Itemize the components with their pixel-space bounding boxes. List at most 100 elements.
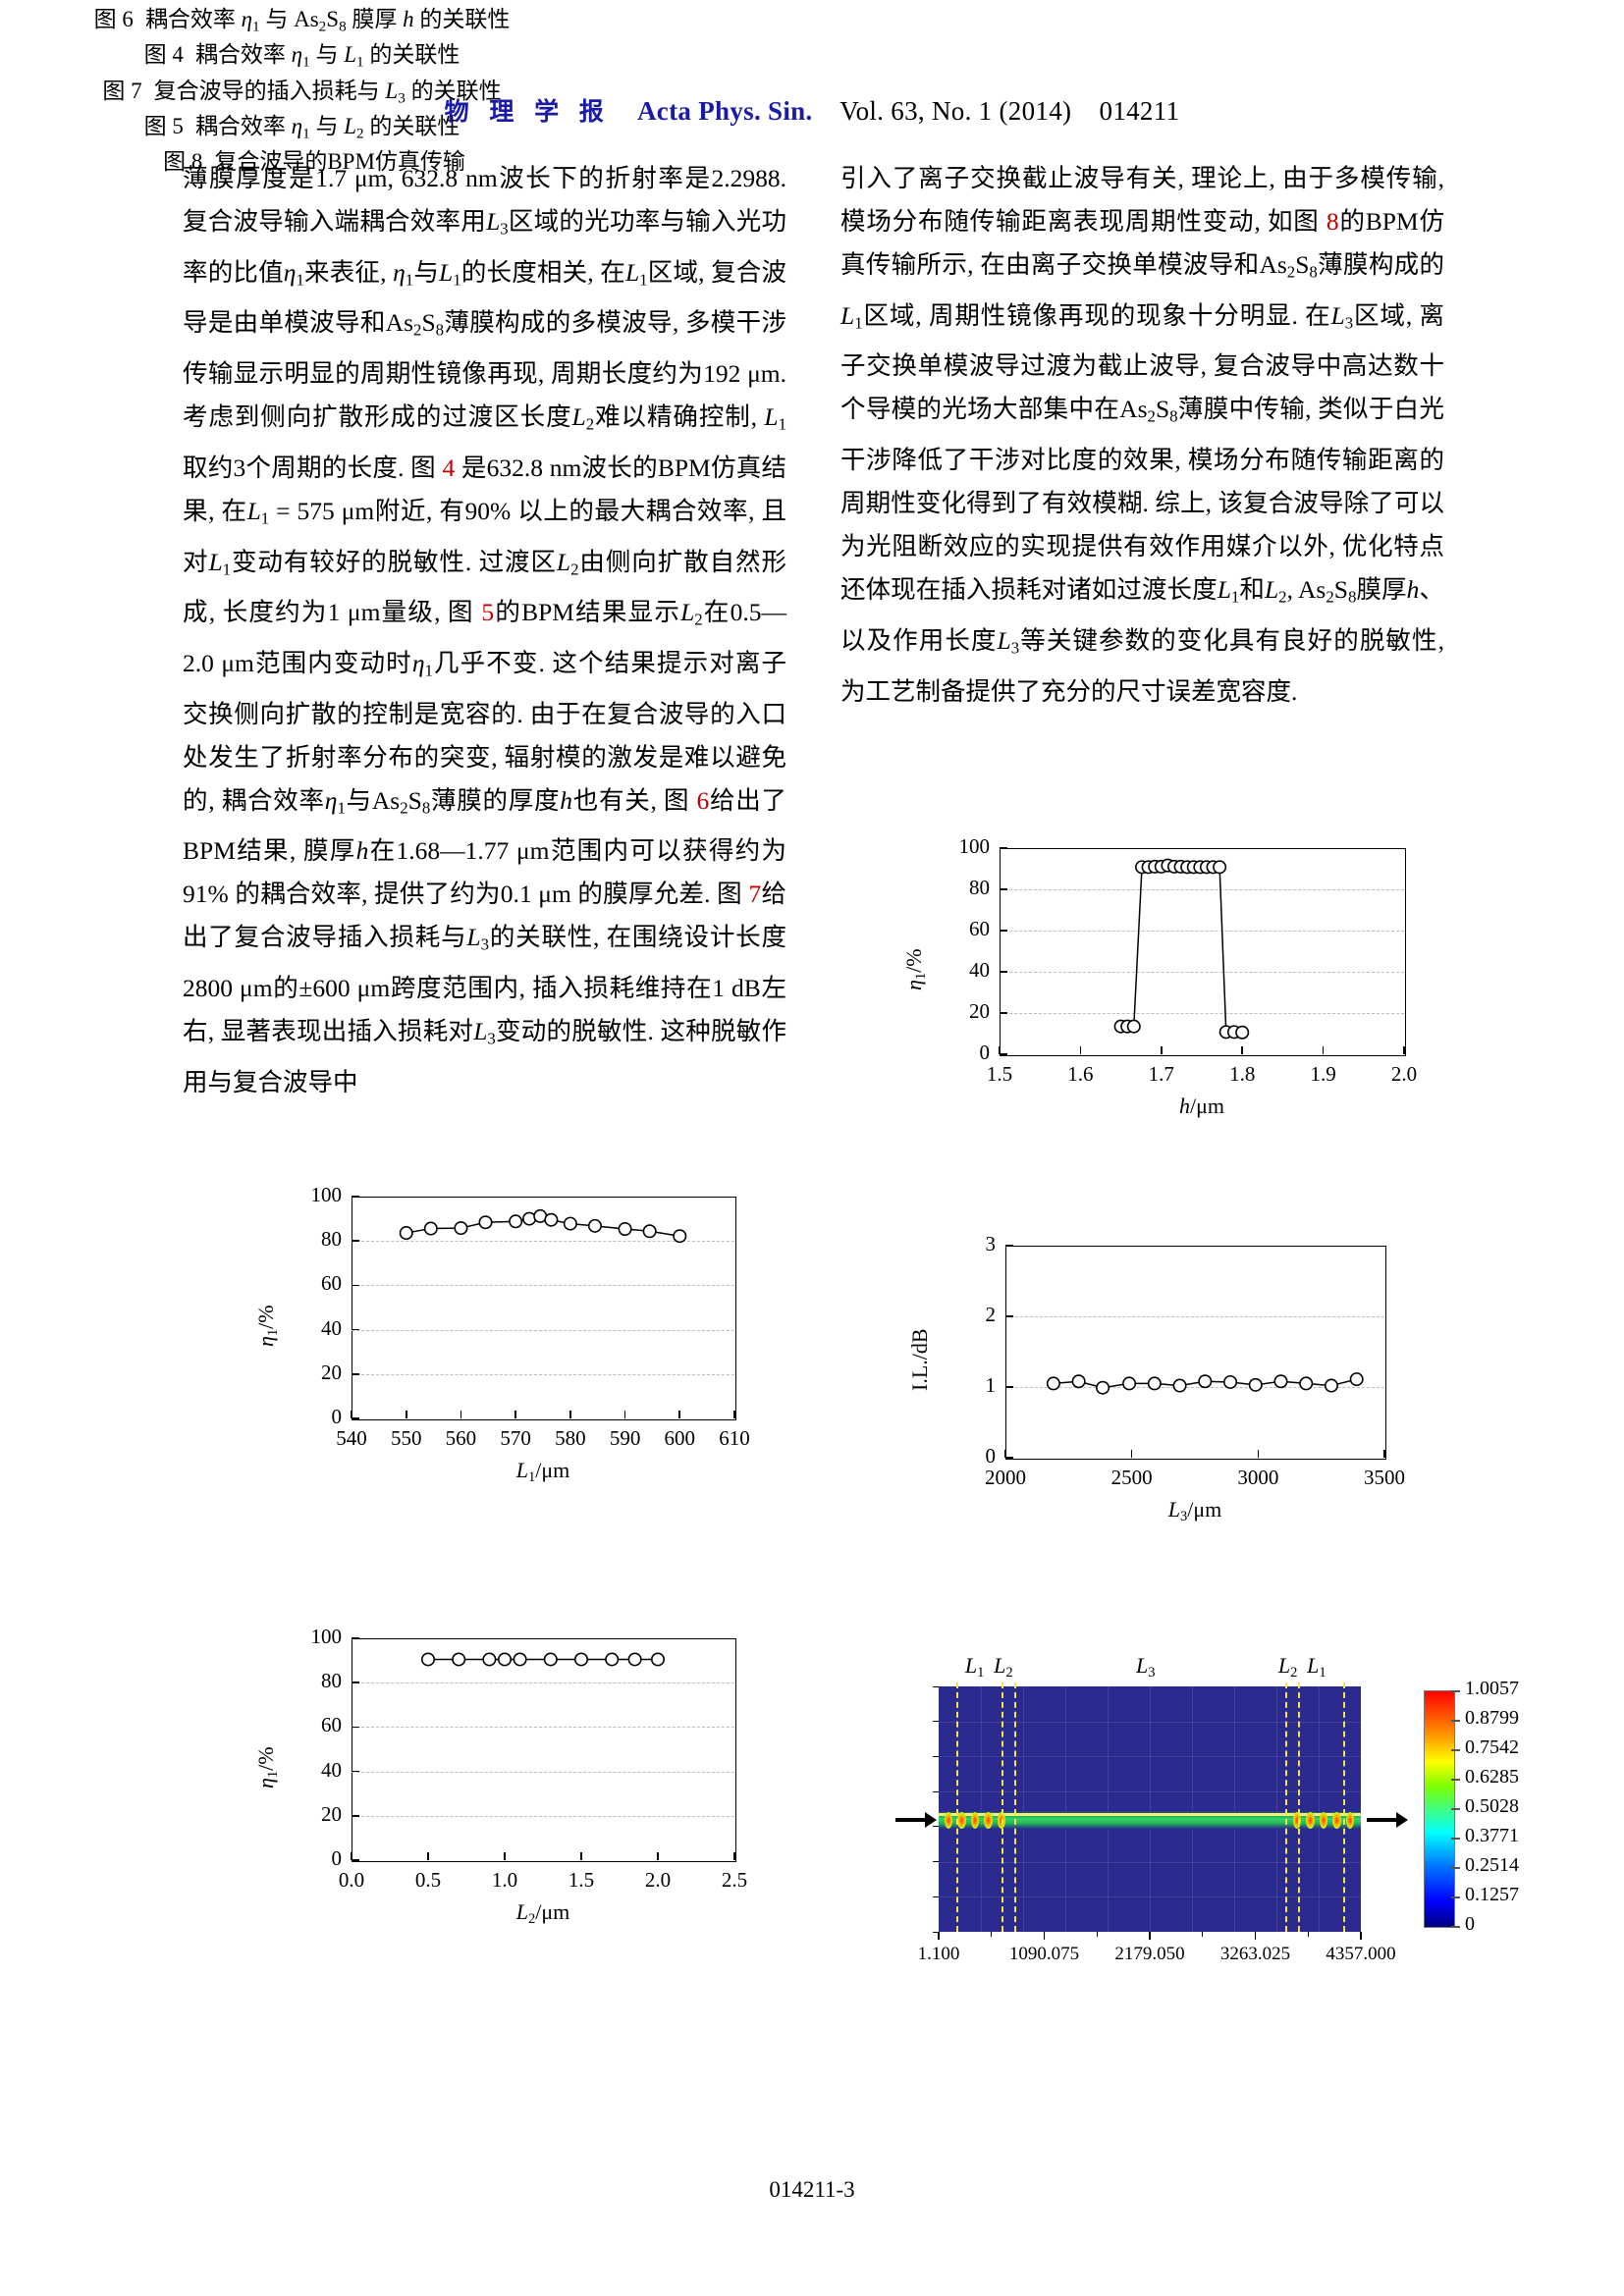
figure-8-colorbar-label: 0.2514 <box>1465 1854 1519 1876</box>
plot-fig4-y-tick <box>352 1373 359 1375</box>
figure-8-colorbar-tick <box>1451 1808 1460 1810</box>
figure-8-grid-line <box>1234 1686 1235 1932</box>
plot-fig7-x-tick <box>1130 1450 1133 1458</box>
figure-8-colorbar-tick <box>1451 1896 1460 1898</box>
plot-fig4-x-tick <box>405 1411 407 1418</box>
figure-4-caption: 图 4 耦合效率 η1 与 L1 的关联性 <box>0 35 604 71</box>
figure-8-colorbar-label: 0.8799 <box>1465 1707 1519 1729</box>
plot-fig4-x-tick <box>460 1411 462 1418</box>
plot-fig6-x-tick <box>1241 1046 1243 1054</box>
figure-8-grid-line <box>939 1791 1361 1793</box>
figure-8-label: 图 8 <box>163 149 203 174</box>
figure-8-region-boundary <box>1013 1682 1016 1932</box>
plot-fig5-y-tick-label: 80 <box>321 1669 342 1693</box>
plot-fig4-gridline <box>352 1285 734 1287</box>
plot-fig4-x-tick-label: 590 <box>609 1426 641 1450</box>
figure-8-region-boundary <box>1342 1682 1345 1932</box>
plot-fig7-series <box>1046 1372 1364 1395</box>
plot-fig6-x-tick-label: 1.6 <box>1067 1062 1094 1086</box>
plot-fig4-gridline <box>352 1373 734 1375</box>
plot-fig4-x-tick-label: 580 <box>555 1426 586 1450</box>
plot-fig5-x-tick <box>657 1852 659 1860</box>
plot-fig4-y-tick-label: 100 <box>310 1183 343 1206</box>
plot-fig5-gridline <box>352 1771 734 1773</box>
plot-fig6-x-axis-title: h/μm <box>1178 1094 1225 1118</box>
figure-8-colorbar-tick <box>1451 1926 1460 1928</box>
figure-8-grid-line <box>1192 1686 1193 1932</box>
figure-8-grid-line <box>939 1896 1361 1898</box>
plot-fig5-x-tick <box>733 1852 735 1860</box>
figure-8-beam-core <box>939 1813 1361 1817</box>
plot-fig5-y-tick <box>352 1726 359 1729</box>
figure-7-caption: 图 7 复合波导的插入损耗与 L3 的关联性 <box>0 72 604 107</box>
figure-8-input-arrowhead <box>925 1812 937 1829</box>
plot-fig7-y-tick-label: 0 <box>985 1444 997 1468</box>
figure-8-colorbar-label: 1.0057 <box>1465 1678 1519 1699</box>
figure-6-plot: 1.5 1.6 1.7 1.8 1.9 2.0 0 20 40 60 80 100 h/μm η1/% <box>884 834 1434 1118</box>
plot-fig4-y-tick-label: 20 <box>321 1360 342 1384</box>
plot-fig6-axes-frame <box>1000 848 1406 1056</box>
plot-fig4-y-tick-label: 0 <box>331 1405 343 1428</box>
figure-8-colorbar-label: 0 <box>1465 1913 1475 1935</box>
figure-8-mode-blob <box>945 1812 953 1830</box>
plot-fig7-y-tick <box>1005 1457 1013 1459</box>
figure-4: 540 550 560 570 580 590 600 610 0 20 40 60 80 100 L1/μ… <box>242 1183 762 1485</box>
figure-8-segment-label-4: L2 <box>1277 1653 1298 1682</box>
figure-8-mode-blob <box>984 1812 993 1830</box>
figure-5-plot: 0.0 0.5 1.0 1.5 2.0 2.5 0 20 40 60 80 100 L2/μm η1/% <box>242 1625 762 1927</box>
figure-8-grid-line <box>1150 1686 1151 1932</box>
plot-fig5-gridline <box>352 1682 734 1684</box>
plot-fig6-y-tick <box>1000 888 1007 890</box>
plot-fig5-x-axis-title: L2/μm <box>515 1899 570 1928</box>
plot-fig7-x-tick <box>1383 1450 1385 1458</box>
figure-8-x-minor-tick <box>1307 1932 1309 1937</box>
figure-8-mode-blob <box>1345 1812 1354 1830</box>
plot-fig6-gridline <box>1000 889 1404 890</box>
figure-8-x-tick-label: 1.100 <box>917 1944 960 1964</box>
figure-8-y-minor-tick <box>933 1826 939 1828</box>
plot-fig7-axes-frame <box>1005 1246 1386 1460</box>
plot-fig5-y-tick-label: 100 <box>310 1625 343 1648</box>
figure-8-region-boundary <box>956 1682 959 1932</box>
figure-8-region-boundary <box>1285 1682 1288 1932</box>
plot-fig5-y-tick <box>352 1770 359 1773</box>
figure-5-label: 图 5 <box>143 113 184 138</box>
figure-8-grid-line <box>1319 1686 1320 1932</box>
figure-6-label: 图 6 <box>93 7 134 31</box>
plot-fig4-series <box>399 1208 687 1244</box>
figure-6-caption: 图 6 耦合效率 η1 与 As2S8 膜厚 h 的关联性 <box>0 0 604 35</box>
figure-6-caption-text: 耦合效率 η1 与 As2S8 膜厚 h 的关联性 <box>144 7 511 35</box>
figure-8-output-arrowhead <box>1396 1812 1408 1829</box>
plot-fig6-y-tick <box>1000 847 1007 849</box>
figure-8-segment-label-2: L2 <box>994 1653 1013 1682</box>
plot-fig5-x-tick <box>504 1852 506 1860</box>
plot-fig5-gridline <box>352 1727 734 1729</box>
figure-8-x-tick-label: 2179.050 <box>1114 1944 1185 1964</box>
figure-8-y-minor-tick <box>933 1861 939 1863</box>
plot-fig5-y-tick <box>352 1682 359 1683</box>
plot-fig4-gridline <box>352 1329 734 1331</box>
plot-fig4-x-tick <box>351 1411 352 1418</box>
plot-fig6-y-tick <box>1000 971 1007 973</box>
plot-fig6-y-tick <box>1000 1053 1007 1055</box>
plot-fig6-y-tick <box>1000 930 1007 932</box>
figure-8-y-minor-tick <box>933 1896 939 1897</box>
plot-fig4-y-tick <box>352 1417 359 1419</box>
journal-title-en: Acta Phys. Sin. <box>637 96 813 126</box>
figure-8-x-minor-tick <box>1360 1932 1362 1937</box>
plot-fig4-x-axis-title: L1/μm <box>515 1458 570 1486</box>
figure-8-y-minor-tick <box>933 1685 939 1687</box>
plot-fig4-x-tick-label: 550 <box>390 1426 422 1450</box>
plot-fig5-y-tick-label: 40 <box>321 1757 342 1782</box>
plot-fig5-x-tick-label: 1.0 <box>491 1868 518 1892</box>
figure-8-colorbar-label: 0.1257 <box>1465 1884 1519 1905</box>
plot-fig4-x-tick-label: 610 <box>719 1426 750 1450</box>
figure-8-colorbar-label: 0.6285 <box>1465 1766 1519 1788</box>
plot-fig5-x-tick-label: 0.0 <box>338 1868 365 1892</box>
plot-fig4-y-tick-label: 80 <box>321 1227 342 1252</box>
figure-8-segment-label-3: L3 <box>1136 1653 1156 1682</box>
figure-8-x-tick-label: 3263.025 <box>1219 1944 1291 1964</box>
running-head: 物 理 学 报 Acta Phys. Sin. Vol. 63, No. 1 (… <box>0 92 1624 128</box>
figure-8-grid-line <box>1276 1686 1277 1932</box>
plot-fig4-y-tick-label: 60 <box>321 1271 342 1296</box>
